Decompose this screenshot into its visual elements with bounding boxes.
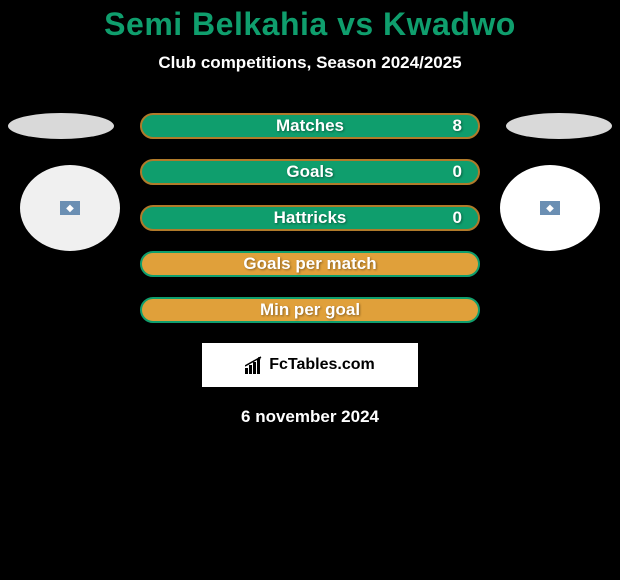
date-text: 6 november 2024 xyxy=(0,407,620,427)
stat-value-right: 8 xyxy=(453,116,462,136)
player-left-circle: ◆ xyxy=(20,165,120,251)
stat-label: Goals xyxy=(286,162,333,182)
stat-value-right: 0 xyxy=(453,162,462,182)
stat-label: Goals per match xyxy=(243,254,376,274)
player-right-flag-icon: ◆ xyxy=(540,201,560,215)
stat-row: Matches 8 xyxy=(140,113,480,139)
stat-row: Goals per match xyxy=(140,251,480,277)
stat-row: Goals 0 xyxy=(140,159,480,185)
chart-icon xyxy=(245,356,265,374)
stat-value-right: 0 xyxy=(453,208,462,228)
footer-logo: FcTables.com xyxy=(245,356,375,374)
stat-row: Hattricks 0 xyxy=(140,205,480,231)
comparison-title: Semi Belkahia vs Kwadwo xyxy=(0,0,620,43)
player-right-circle: ◆ xyxy=(500,165,600,251)
footer-brand-box: FcTables.com xyxy=(202,343,418,387)
stat-row: Min per goal xyxy=(140,297,480,323)
stat-label: Matches xyxy=(276,116,344,136)
stat-label: Min per goal xyxy=(260,300,360,320)
footer-brand-text: FcTables.com xyxy=(269,356,375,374)
player-left-ellipse xyxy=(8,113,114,139)
player-left-flag-icon: ◆ xyxy=(60,201,80,215)
stat-label: Hattricks xyxy=(274,208,347,228)
player-right-ellipse xyxy=(506,113,612,139)
comparison-subtitle: Club competitions, Season 2024/2025 xyxy=(0,53,620,73)
stats-area: ◆ ◆ Matches 8 Goals 0 Hattricks 0 Goals per ma… xyxy=(0,113,620,323)
